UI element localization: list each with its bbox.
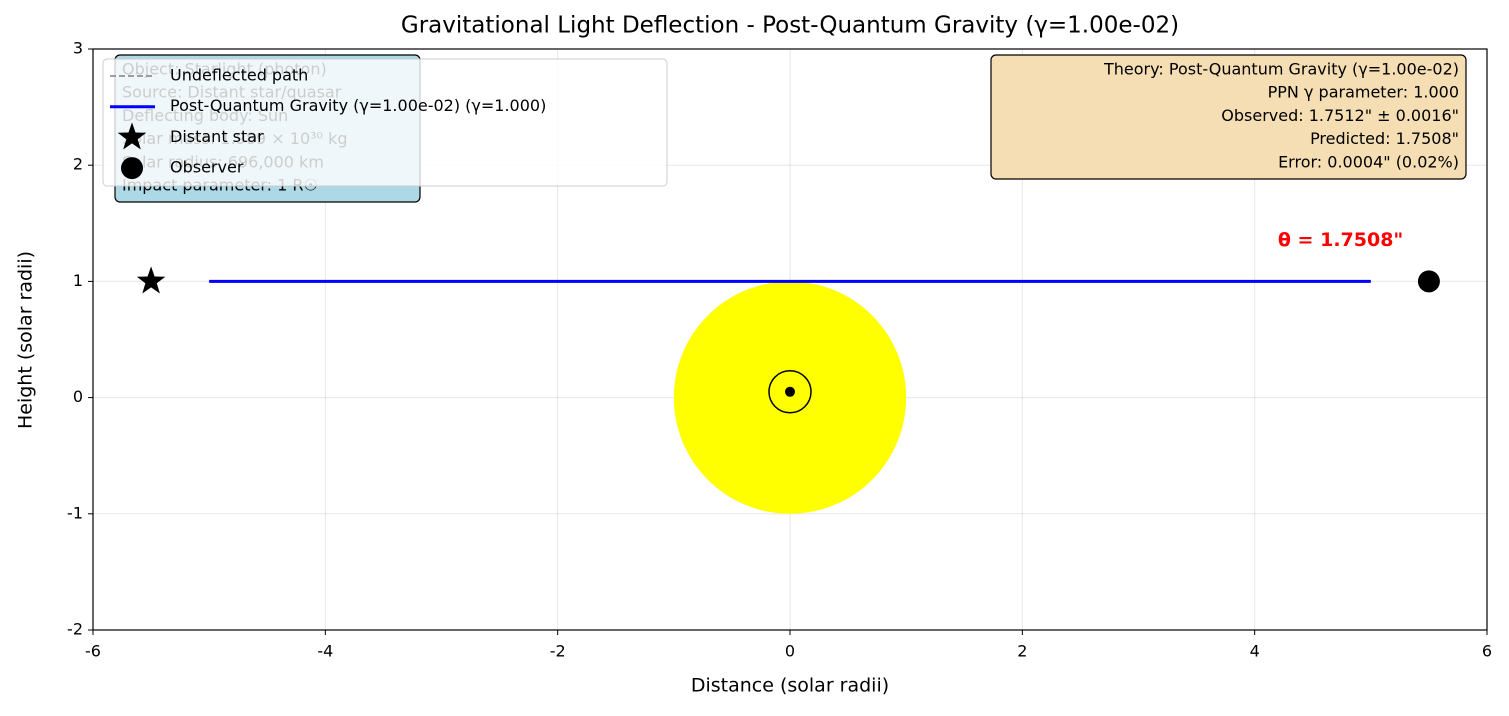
y-tick-label: -2 (67, 620, 83, 639)
theory-text: PPN γ parameter: 1.000 (1268, 83, 1459, 102)
sun-symbol (768, 370, 812, 414)
legend-label: Observer (170, 158, 244, 177)
theory-text: Theory: Post-Quantum Gravity (γ=1.00e-02… (1103, 60, 1459, 79)
y-axis-label: Height (solar radii) (15, 251, 37, 429)
theory-box (990, 54, 1467, 180)
x-tick-label: -4 (317, 642, 333, 661)
theory-text: Predicted: 1.7508" (1310, 129, 1459, 148)
x-tick-label: -2 (550, 642, 566, 661)
legend-label: Undeflected path (170, 66, 308, 85)
sun (673, 281, 907, 514)
y-tick-label: 1 (73, 271, 83, 290)
legend-label: Distant star (170, 127, 264, 146)
legend-label: Post-Quantum Gravity (γ=1.00e-02) (γ=1.0… (170, 96, 546, 115)
sun-symbol-dot (785, 386, 795, 397)
theory-text: Error: 0.0004" (0.02%) (1278, 152, 1459, 171)
legend-marker (121, 157, 143, 180)
theory-text: Observed: 1.7512" ± 0.0016" (1221, 106, 1459, 125)
star-marker (136, 266, 166, 294)
x-axis-label: Distance (solar radii) (691, 675, 889, 697)
x-tick-label: 4 (1250, 642, 1260, 661)
x-tick-label: 6 (1482, 642, 1492, 661)
legend-box (102, 58, 668, 187)
y-tick-label: 0 (73, 387, 83, 406)
y-tick-label: 3 (73, 39, 83, 58)
annotation: θ = 1.7508" (1278, 229, 1403, 251)
legend-marker (117, 122, 147, 150)
circle-marker (1417, 270, 1440, 293)
axes-frame (92, 48, 1488, 631)
x-tick-label: 0 (785, 642, 795, 661)
x-tick-label: 2 (1017, 642, 1027, 661)
chart-title: Gravitational Light Deflection - Post-Qu… (401, 13, 1179, 39)
x-tick-label: -6 (85, 642, 101, 661)
y-tick-label: -1 (67, 503, 83, 522)
y-tick-label: 2 (73, 155, 83, 174)
